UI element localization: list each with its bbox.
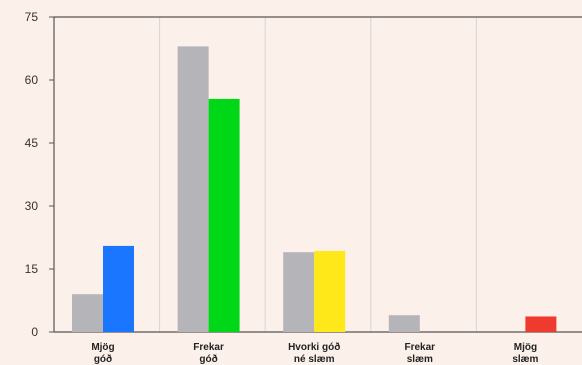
x-category-label: né slæm <box>294 354 335 365</box>
y-tick-label: 60 <box>25 73 39 87</box>
bar <box>388 315 420 332</box>
x-category-label: Mjög <box>91 342 114 353</box>
y-tick-label: 0 <box>31 325 38 339</box>
x-category-label: slæm <box>407 354 433 365</box>
bar <box>72 294 103 332</box>
bar <box>177 46 209 333</box>
bar <box>208 98 240 333</box>
x-category-label: Frekar <box>405 342 436 353</box>
bar <box>283 252 315 332</box>
bar <box>103 245 134 332</box>
y-tick-label: 75 <box>25 10 39 24</box>
x-category-label: Frekar <box>193 342 224 353</box>
y-tick-label: 45 <box>25 136 39 150</box>
bar <box>525 316 557 332</box>
x-category-label: góð <box>199 353 217 365</box>
y-tick-label: 30 <box>25 199 39 213</box>
x-category-label: Hvorki góð <box>288 341 340 353</box>
x-category-label: Mjög <box>514 342 537 353</box>
x-category-label: góð <box>94 353 112 365</box>
y-tick-label: 15 <box>25 262 39 276</box>
x-category-label: slæm <box>512 354 538 365</box>
bar <box>314 250 346 332</box>
